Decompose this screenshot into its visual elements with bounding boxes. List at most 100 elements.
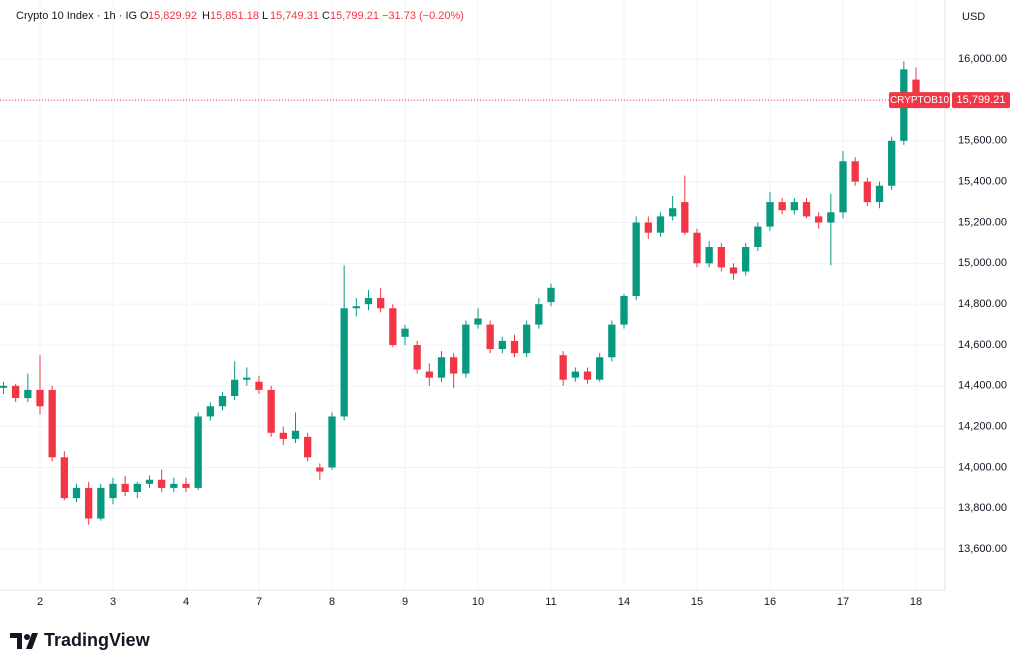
brand-logo: TradingView: [10, 630, 151, 650]
candle-body: [194, 416, 202, 488]
x-tick-label: 17: [837, 596, 849, 608]
candle-body: [450, 357, 458, 374]
y-tick-label: 13,600.00: [958, 543, 1007, 555]
y-tick-label: 14,400.00: [958, 380, 1007, 392]
candle-body: [766, 202, 774, 227]
symbol-label: CRYPTOB10: [890, 95, 950, 106]
x-tick-label: 18: [910, 596, 922, 608]
brand-name: TradingView: [44, 630, 151, 650]
legend-key: L: [262, 10, 268, 22]
x-tick-label: 7: [256, 596, 262, 608]
y-tick-label: 14,000.00: [958, 461, 1007, 473]
candle-body: [97, 487, 105, 519]
candle-body: [170, 483, 178, 488]
candle-body: [218, 396, 227, 407]
candle-body: [742, 247, 750, 272]
candle-body: [839, 161, 847, 213]
candle-body: [377, 298, 385, 309]
candle-body: [231, 379, 239, 397]
candle-body: [133, 483, 141, 492]
candle-body: [888, 140, 896, 186]
logo-icon: [10, 633, 38, 649]
legend-key: O: [140, 10, 149, 22]
candle-body: [863, 181, 871, 203]
x-tick-label: 3: [110, 596, 116, 608]
legend-value: 15,749.31: [270, 10, 319, 22]
x-tick-label: 10: [472, 596, 484, 608]
candle-body: [206, 406, 214, 417]
x-tick-label: 8: [329, 596, 335, 608]
candle-body: [182, 483, 190, 488]
candle-body: [754, 226, 762, 247]
y-tick-label: 14,600.00: [958, 339, 1007, 351]
candle-body: [693, 232, 701, 264]
candle-body: [109, 483, 117, 499]
symbol-badge: [889, 92, 950, 109]
candle-body: [583, 371, 592, 380]
candle-body: [912, 79, 920, 101]
y-tick-label: 15,400.00: [958, 176, 1007, 188]
candle-body: [644, 222, 652, 233]
candle-body: [523, 324, 531, 354]
x-tick-label: 9: [402, 596, 408, 608]
candle-body: [60, 457, 68, 499]
candle-body: [559, 355, 567, 380]
candle-body: [72, 487, 81, 499]
candle-body: [24, 389, 32, 399]
candle-body: [656, 216, 665, 233]
price-label: 15,799.21: [957, 94, 1006, 106]
candle-body: [243, 377, 251, 380]
candle-body: [158, 479, 166, 488]
candle-body: [145, 479, 154, 484]
logo-dot: [24, 634, 30, 640]
candle-body: [815, 216, 823, 223]
candle-body: [401, 328, 409, 337]
candle-body: [717, 247, 725, 268]
candle-body: [498, 340, 506, 350]
x-tick-label: 16: [764, 596, 776, 608]
candle-body: [486, 324, 494, 350]
candle-body: [681, 202, 689, 233]
candle-body: [267, 389, 275, 433]
y-tick-label: 15,200.00: [958, 216, 1007, 228]
price-badge: [952, 92, 1010, 109]
candle-body: [352, 306, 360, 309]
legend-value: 15,851.18: [210, 10, 259, 22]
candle-body: [620, 296, 628, 325]
candle-body: [364, 298, 373, 305]
y-tick-label: 15,000.00: [958, 257, 1007, 269]
candle-body: [36, 389, 44, 407]
candle-body: [827, 212, 835, 223]
candle-body: [596, 357, 604, 380]
candles: [0, 61, 920, 525]
legend-key: C: [322, 10, 330, 22]
candle-body: [304, 436, 312, 458]
candle-body: [48, 389, 56, 458]
candle-body: [0, 385, 8, 388]
candle-body: [547, 287, 555, 303]
candle-body: [790, 202, 798, 211]
currency: USD: [962, 11, 985, 23]
y-tick-label: 15,600.00: [958, 135, 1007, 147]
x-tick-label: 2: [37, 596, 43, 608]
candle-body: [328, 416, 336, 468]
y-tick-label: 16,000.00: [958, 53, 1007, 65]
candle-body: [291, 430, 300, 439]
candle-body: [462, 324, 470, 374]
x-tick-label: 11: [545, 596, 556, 608]
candle-body: [669, 208, 677, 217]
candle-body: [437, 357, 446, 378]
legend-value: 15,829.92: [148, 10, 197, 22]
x-tick-label: 15: [691, 596, 703, 608]
candle-body: [316, 467, 324, 472]
candle-body: [425, 371, 433, 378]
candle-body: [474, 318, 482, 325]
x-tick-label: 14: [618, 596, 630, 608]
candle-body: [802, 202, 811, 217]
candle-body: [279, 432, 287, 439]
legend-value: 15,799.21: [330, 10, 379, 22]
candle-body: [389, 308, 397, 345]
candle-body: [340, 308, 348, 417]
candle-body: [608, 324, 616, 358]
